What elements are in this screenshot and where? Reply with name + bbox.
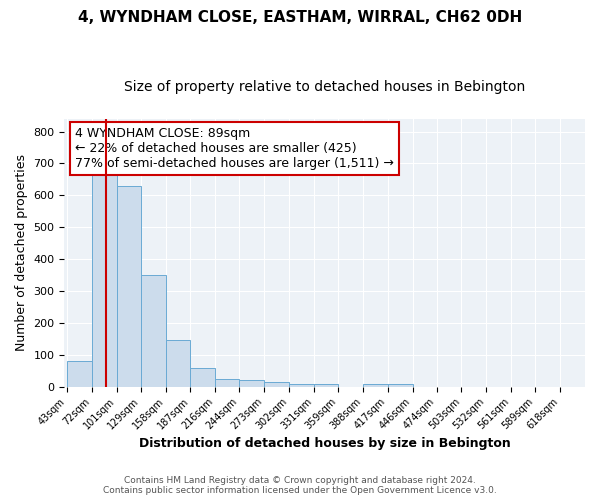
Bar [117, 186, 141, 387]
Bar [92, 174, 117, 387]
Bar [141, 275, 166, 387]
Title: Size of property relative to detached houses in Bebington: Size of property relative to detached ho… [124, 80, 526, 94]
Bar [388, 384, 413, 387]
Bar [314, 384, 338, 387]
Bar [239, 380, 264, 387]
Bar [264, 382, 289, 387]
Bar [166, 340, 190, 387]
X-axis label: Distribution of detached houses by size in Bebington: Distribution of detached houses by size … [139, 437, 511, 450]
Text: 4 WYNDHAM CLOSE: 89sqm
← 22% of detached houses are smaller (425)
77% of semi-de: 4 WYNDHAM CLOSE: 89sqm ← 22% of detached… [75, 127, 394, 170]
Text: 4, WYNDHAM CLOSE, EASTHAM, WIRRAL, CH62 0DH: 4, WYNDHAM CLOSE, EASTHAM, WIRRAL, CH62 … [78, 10, 522, 25]
Bar [363, 384, 388, 387]
Y-axis label: Number of detached properties: Number of detached properties [15, 154, 28, 352]
Bar [289, 384, 314, 387]
Bar [67, 360, 92, 387]
Text: Contains HM Land Registry data © Crown copyright and database right 2024.
Contai: Contains HM Land Registry data © Crown c… [103, 476, 497, 495]
Bar [215, 378, 239, 387]
Bar [190, 368, 215, 387]
